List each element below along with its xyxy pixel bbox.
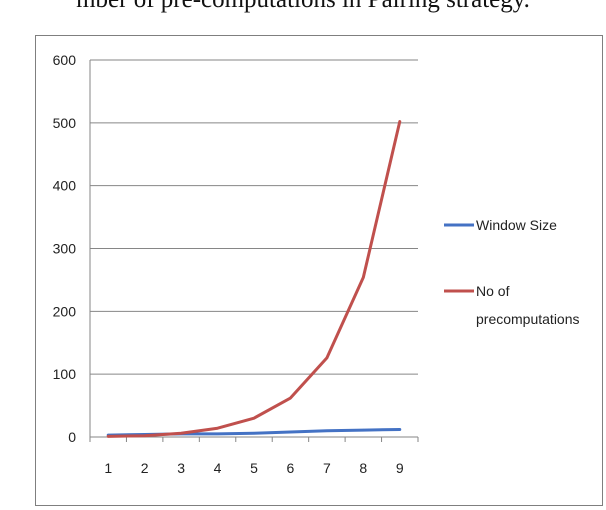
legend-label: precomputations (476, 311, 580, 327)
data-point (179, 432, 183, 435)
y-tick-label: 500 (53, 115, 77, 131)
data-point (252, 416, 256, 420)
y-tick-labels: 0 100 200 300 400 500 600 (53, 52, 77, 445)
data-point (216, 427, 219, 430)
data-point (143, 434, 146, 437)
data-point (216, 432, 219, 436)
legend-label: Window Size (476, 217, 557, 233)
data-point (325, 356, 329, 360)
series-lines (106, 120, 402, 438)
data-point (289, 430, 292, 434)
y-tick-label: 300 (53, 241, 77, 257)
data-point (325, 429, 329, 432)
y-tick-label: 100 (53, 366, 77, 382)
chart-frame (35, 35, 603, 506)
series-line-2 (106, 120, 402, 438)
data-point (362, 428, 365, 432)
y-tick-label: 0 (68, 429, 76, 445)
x-tick-label: 8 (359, 460, 367, 476)
legend-label: No of (476, 283, 510, 299)
x-tick-label: 4 (214, 460, 222, 476)
data-point (398, 428, 401, 431)
y-tick-label: 200 (53, 303, 77, 319)
gridlines (90, 59, 418, 375)
x-tick-label: 3 (177, 460, 185, 476)
caption-fragment: mber of pre-computations in Pairing stra… (0, 0, 606, 16)
x-tick-label: 6 (287, 460, 295, 476)
x-tick-label: 5 (250, 460, 258, 476)
y-tick-label: 400 (53, 178, 77, 194)
legend: Window Size No of precomputations (444, 217, 580, 327)
x-tick-labels: 1 2 3 4 5 6 7 8 9 (104, 460, 404, 476)
x-tick-label: 2 (141, 460, 149, 476)
x-tick-label: 9 (396, 460, 404, 476)
data-point (252, 432, 256, 435)
data-point (289, 396, 292, 400)
data-point (398, 120, 401, 123)
data-point (362, 276, 365, 279)
x-tick-label: 1 (104, 460, 112, 476)
data-point (107, 435, 110, 438)
y-tick-label: 600 (53, 52, 77, 68)
x-tick-label: 7 (323, 460, 331, 476)
